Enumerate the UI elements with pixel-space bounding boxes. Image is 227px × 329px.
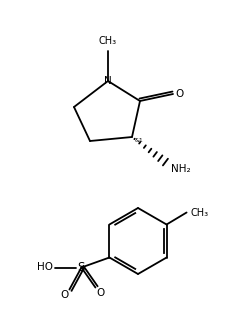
Text: N: N [104, 76, 112, 86]
Text: CH₃: CH₃ [99, 36, 117, 46]
Text: O: O [96, 288, 105, 297]
Text: &1: &1 [135, 138, 144, 143]
Text: NH₂: NH₂ [171, 164, 191, 174]
Text: CH₃: CH₃ [191, 208, 209, 217]
Text: HO: HO [37, 263, 53, 272]
Text: O: O [176, 89, 184, 99]
Text: O: O [60, 290, 69, 299]
Text: S: S [78, 261, 85, 274]
